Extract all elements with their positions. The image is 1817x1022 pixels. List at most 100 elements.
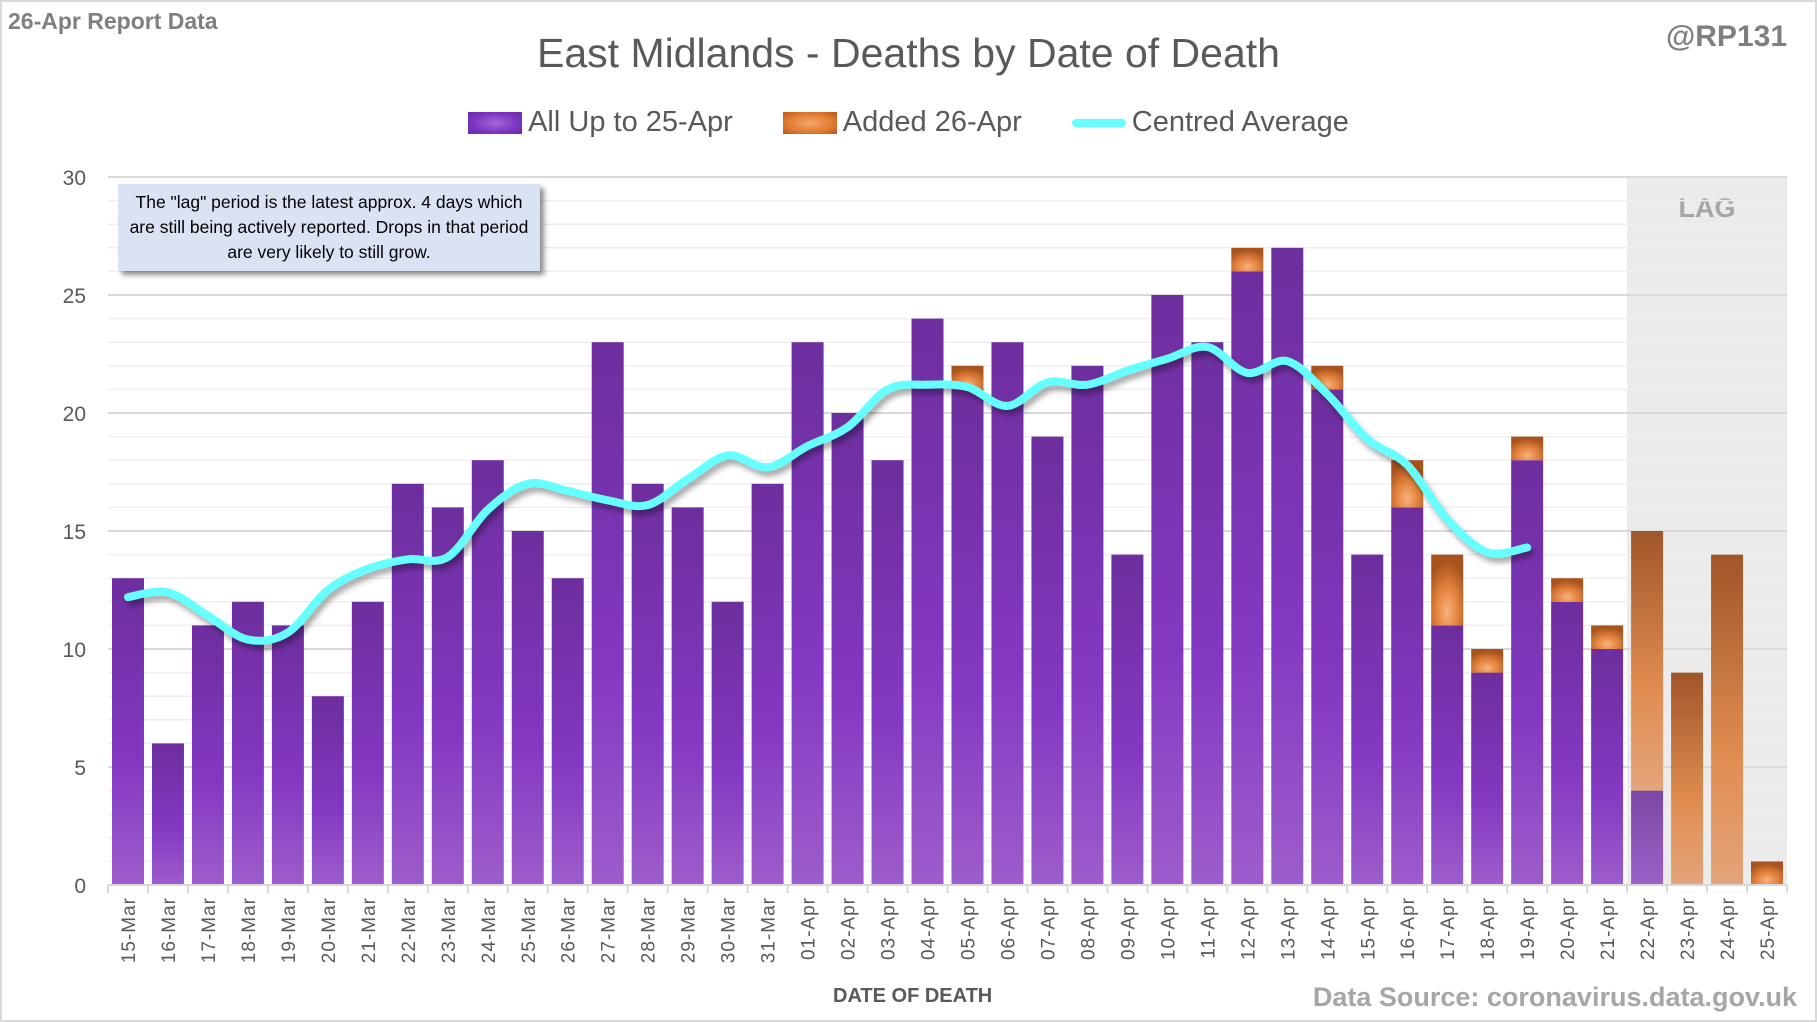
report-date-label: 26-Apr Report Data (8, 8, 218, 34)
x-tick-label: 04-Apr (919, 897, 940, 960)
bar-added (1231, 247, 1264, 272)
bar-existing (1071, 365, 1104, 885)
x-tick-label: 28-Mar (639, 897, 660, 963)
x-tick-label: 18-Apr (1478, 897, 1499, 960)
x-tick-label: 15-Mar (119, 897, 140, 963)
legend-label-existing: All Up to 25-Apr (528, 106, 733, 138)
bar-existing (271, 625, 304, 885)
bar-existing (1551, 601, 1584, 885)
y-tick-label: 5 (74, 757, 86, 780)
bar-existing (631, 483, 664, 885)
x-tick-label: 24-Apr (1718, 897, 1739, 960)
x-tick-label: 23-Mar (439, 897, 460, 963)
x-tick-label: 05-Apr (958, 897, 979, 960)
x-tick-label: 01-Apr (799, 897, 820, 960)
bar-existing (711, 601, 744, 885)
x-tick-label: 24-Mar (479, 897, 500, 963)
bar-existing (791, 342, 824, 885)
x-tick-label: 16-Mar (159, 897, 180, 963)
bar-existing (951, 389, 984, 885)
bar-existing (151, 743, 184, 885)
x-tick-label: 19-Apr (1518, 897, 1539, 960)
x-tick-label: 02-Apr (839, 897, 860, 960)
bar-existing (831, 413, 864, 885)
bar-existing (1111, 554, 1144, 885)
bar-existing (391, 483, 424, 885)
bar-existing (1391, 507, 1424, 885)
legend-item-existing: All Up to 25-Apr (468, 106, 733, 139)
bar-existing (191, 625, 224, 885)
y-tick-label: 0 (74, 875, 86, 898)
bar-existing (911, 318, 944, 886)
bar-existing (111, 578, 144, 885)
x-tick-label: 20-Mar (319, 897, 340, 963)
centred-average-line (123, 342, 1532, 645)
bar-existing (1631, 790, 1664, 885)
bar-existing (1191, 342, 1224, 885)
bar-existing (1031, 436, 1064, 885)
x-tick-label: 15-Apr (1358, 897, 1379, 960)
x-tick-label: 17-Mar (199, 897, 220, 963)
bar-existing (751, 483, 784, 885)
y-tick-label: 30 (63, 167, 86, 190)
x-tick-label: 07-Apr (1038, 897, 1059, 960)
bar-added (1591, 625, 1624, 649)
bar-existing (991, 342, 1024, 885)
author-handle: @RP131 (1666, 20, 1787, 53)
bar-existing (231, 601, 264, 885)
bar-existing (351, 601, 384, 885)
x-tick-label: 29-Mar (679, 897, 700, 963)
x-tick-label: 10-Apr (1158, 897, 1179, 960)
bar-existing (871, 460, 904, 885)
x-tick-label: 19-Mar (279, 897, 300, 963)
x-tick-label: 17-Apr (1438, 897, 1459, 960)
x-tick-label: 30-Mar (719, 897, 740, 963)
data-source-label: Data Source: coronavirus.data.gov.uk (1312, 982, 1797, 1012)
x-tick-label: 09-Apr (1118, 897, 1139, 960)
x-tick-label: 22-Mar (399, 897, 420, 963)
x-axis-title: DATE OF DEATH (833, 985, 993, 1007)
bar-existing (1591, 649, 1624, 885)
legend-label-added: Added 26-Apr (842, 106, 1022, 138)
bar-existing (431, 507, 464, 885)
bar-existing (1311, 389, 1344, 885)
legend: All Up to 25-Apr Added 26-Apr Centred Av… (0, 106, 1817, 139)
bar-added (1511, 436, 1544, 461)
x-tick-label: 16-Apr (1398, 897, 1419, 960)
lag-explanation-note: The "lag" period is the latest approx. 4… (118, 184, 540, 271)
bar-existing (1271, 247, 1304, 886)
bar-added (1751, 861, 1784, 885)
legend-swatch-added (782, 111, 837, 134)
x-tick-label: 06-Apr (998, 897, 1019, 960)
bar-existing (671, 507, 704, 885)
x-tick-label: 14-Apr (1318, 897, 1339, 960)
bar-existing (1431, 625, 1464, 885)
x-tick-label: 08-Apr (1078, 897, 1099, 960)
bar-existing (311, 696, 344, 885)
bar-existing (1471, 672, 1504, 885)
legend-swatch-existing (468, 111, 523, 134)
chart-title: East Midlands - Deaths by Date of Death (537, 30, 1280, 76)
legend-label-average: Centred Average (1131, 106, 1349, 138)
x-tick-label: 11-Apr (1198, 897, 1219, 959)
bar-added (1551, 578, 1584, 602)
y-tick-label: 20 (63, 403, 86, 426)
bar-added (1671, 672, 1704, 885)
bar-added (1471, 649, 1504, 673)
x-tick-label: 12-Apr (1238, 897, 1259, 960)
x-tick-label: 25-Mar (519, 897, 540, 963)
y-tick-label: 10 (63, 639, 86, 662)
x-tick-label: 18-Mar (239, 897, 260, 963)
bar-existing (1511, 460, 1544, 885)
legend-item-added: Added 26-Apr (782, 106, 1022, 139)
legend-swatch-average (1071, 118, 1126, 127)
x-tick-label: 20-Apr (1558, 897, 1579, 960)
legend-item-average: Centred Average (1071, 106, 1349, 139)
bar-added (1431, 554, 1464, 626)
x-tick-label: 27-Mar (599, 897, 620, 963)
x-tick-label: 25-Apr (1758, 897, 1779, 960)
y-tick-label: 25 (63, 285, 86, 308)
bar-added (1631, 531, 1664, 791)
x-tick-label: 31-Mar (759, 897, 780, 963)
